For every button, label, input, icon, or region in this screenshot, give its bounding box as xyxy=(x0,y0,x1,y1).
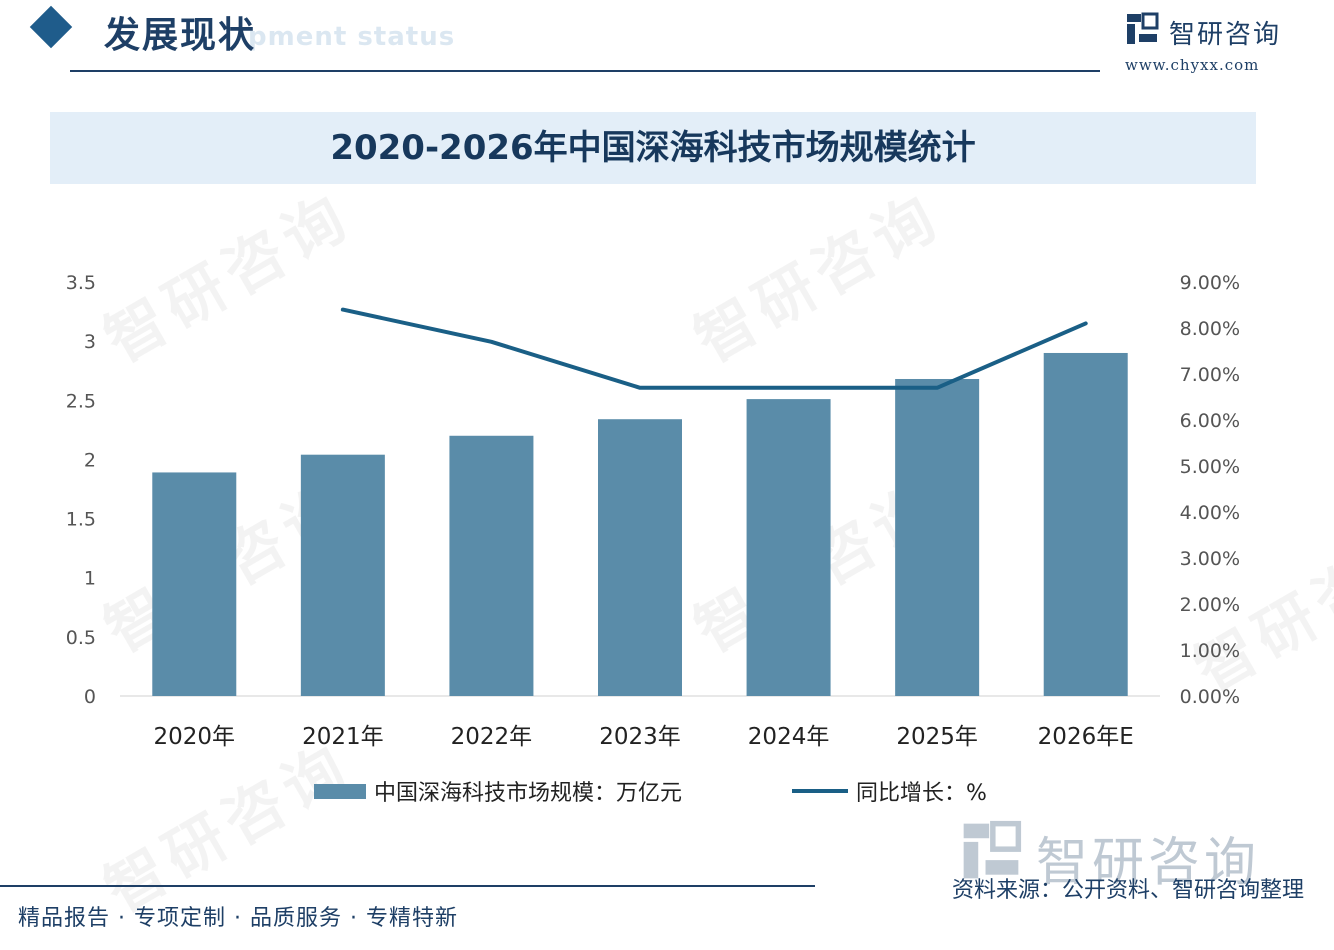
legend-bar: 中国深海科技市场规模：万亿元 xyxy=(314,774,682,808)
data-source: 资料来源：公开资料、智研咨询整理 xyxy=(951,878,1304,903)
y-right-tick-label: 2.00% xyxy=(1180,594,1240,616)
section-title: 发展现状 xyxy=(104,15,257,56)
y-left-tick-label: 3.5 xyxy=(66,272,96,294)
legend-line-label: 同比增长：% xyxy=(856,781,987,806)
chart-title: 2020-2026年中国深海科技市场规模统计 xyxy=(330,128,976,168)
bar xyxy=(598,419,682,696)
x-tick-label: 2024年 xyxy=(748,724,830,750)
growth-line xyxy=(340,307,1088,390)
y-right-tick-label: 6.00% xyxy=(1180,410,1240,432)
x-tick-label: 2025年 xyxy=(896,724,978,750)
brand-logo-icon xyxy=(1127,12,1159,44)
brand-url: www.chyxx.com xyxy=(1125,56,1260,74)
y-left-tick-label: 0 xyxy=(84,686,96,708)
bar xyxy=(746,399,831,696)
x-tick-label: 2020年 xyxy=(154,724,236,750)
y-left-tick-label: 2.5 xyxy=(66,390,96,412)
bar xyxy=(1043,352,1128,696)
legend-bar-swatch xyxy=(314,783,366,799)
footer-logo-name: 智研咨询 xyxy=(1036,833,1261,893)
legend-line: 同比增长：% xyxy=(792,774,987,808)
brand-logo: 智研咨询 www.chyxx.com xyxy=(1125,10,1285,80)
y-right-tick-label: 8.00% xyxy=(1180,318,1240,340)
legend-line-swatch xyxy=(792,789,848,793)
footer-divider xyxy=(0,885,815,887)
legend-bar-label: 中国深海科技市场规模：万亿元 xyxy=(374,781,683,806)
footer-logo-icon xyxy=(963,820,1022,879)
y-left-tick-label: 1 xyxy=(84,568,96,590)
y-right-tick-label: 5.00% xyxy=(1180,456,1240,478)
bar xyxy=(152,472,237,696)
x-tick-label: 2026年E xyxy=(1038,724,1134,750)
y-right-tick-label: 9.00% xyxy=(1180,272,1240,294)
y-right-tick-label: 7.00% xyxy=(1180,364,1240,386)
y-right-tick-label: 3.00% xyxy=(1180,548,1240,570)
header-diamond-icon xyxy=(29,5,73,49)
header-divider xyxy=(70,70,1100,72)
x-tick-label: 2023年 xyxy=(599,724,681,750)
bar xyxy=(449,435,534,696)
header-ghost-subtitle: pment status xyxy=(248,22,456,52)
brand-name: 智研咨询 xyxy=(1169,20,1282,50)
y-left-tick-label: 1.5 xyxy=(66,509,96,531)
chart-title-band: 2020-2026年中国深海科技市场规模统计 xyxy=(50,112,1256,184)
y-left-tick-label: 3 xyxy=(84,331,96,353)
x-tick-label: 2021年 xyxy=(302,724,384,750)
y-left-tick-label: 0.5 xyxy=(66,627,96,649)
bar xyxy=(300,454,385,696)
y-left-tick-label: 2 xyxy=(84,449,96,471)
footer-slogan: 精品报告 · 专项定制 · 品质服务 · 专精特新 xyxy=(18,906,458,931)
y-right-tick-label: 0.00% xyxy=(1180,686,1240,708)
footer-logo: 智研咨询 xyxy=(960,820,1300,893)
bar xyxy=(895,378,980,696)
market-size-chart: 0 0.5 1 1.5 2 2.5 3 3.5 0.00% 1.00% 2.00% 3.00% 4.00… xyxy=(66,272,1240,750)
y-right-tick-label: 1.00% xyxy=(1180,640,1240,662)
y-right-tick-label: 4.00% xyxy=(1180,502,1240,524)
x-tick-label: 2022年 xyxy=(451,724,533,750)
